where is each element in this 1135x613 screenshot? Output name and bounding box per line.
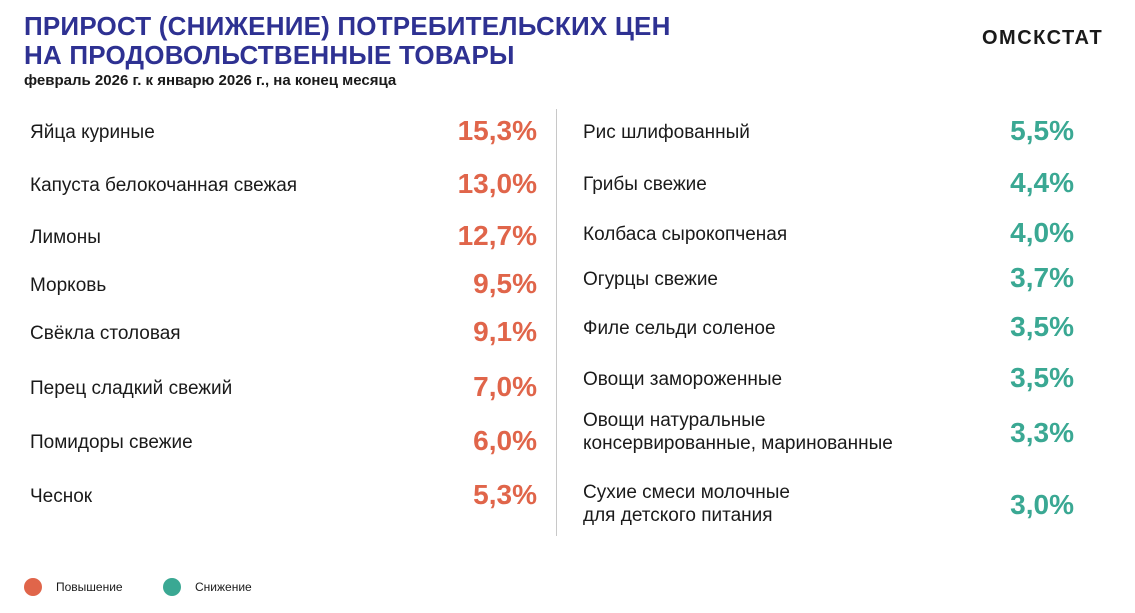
decrease-item-label: Овощи натуральные консервированные, марин… xyxy=(583,410,893,454)
legend-decrease: Снижение xyxy=(163,578,252,596)
increase-item-label: Свёкла столовая xyxy=(30,323,181,344)
increase-dot-icon xyxy=(24,578,42,596)
decrease-item-label: Сухие смеси молочные для детского питания xyxy=(583,482,790,526)
increase-item-value: 7,0% xyxy=(473,371,537,402)
title-line-1: ПРИРОСТ (СНИЖЕНИЕ) ПОТРЕБИТЕЛЬСКИХ ЦЕН xyxy=(24,11,671,41)
title-line-2: НА ПРОДОВОЛЬСТВЕННЫЕ ТОВАРЫ xyxy=(24,40,515,70)
increase-item-label: Помидоры свежие xyxy=(30,432,193,453)
increase-item-value: 15,3% xyxy=(457,115,537,146)
increase-item-label: Лимоны xyxy=(30,227,101,248)
page-subtitle: февраль 2026 г. к январю 2026 г., на кон… xyxy=(24,72,397,89)
increase-item-value: 9,1% xyxy=(473,316,537,347)
increase-item-label: Капуста белокочанная свежая xyxy=(30,175,298,196)
decrease-item-value: 4,0% xyxy=(1010,217,1074,248)
page-title: ПРИРОСТ (СНИЖЕНИЕ) ПОТРЕБИТЕЛЬСКИХ ЦЕН Н… xyxy=(24,12,671,70)
increase-item-label: Яйца куриные xyxy=(30,122,155,143)
column-divider xyxy=(556,109,557,536)
decrease-item-value: 4,4% xyxy=(1010,167,1074,198)
legend-decrease-label: Снижение xyxy=(195,580,252,594)
increase-item-value: 13,0% xyxy=(457,168,537,199)
decrease-item-value: 3,3% xyxy=(1010,417,1074,448)
decrease-item-label: Рис шлифованный xyxy=(583,122,750,143)
decrease-item-value: 3,0% xyxy=(1010,489,1074,520)
decrease-item-label: Овощи замороженные xyxy=(583,369,783,390)
increase-item-value: 9,5% xyxy=(473,268,537,299)
decrease-item-value: 3,7% xyxy=(1010,262,1074,293)
decrease-item-value: 3,5% xyxy=(1010,311,1074,342)
legend-increase-label: Повышение xyxy=(56,580,123,594)
decrease-item-label: Огурцы свежие xyxy=(583,269,719,290)
decrease-item-value: 5,5% xyxy=(1010,115,1074,146)
increase-item-label: Перец сладкий свежий xyxy=(30,378,233,399)
increase-item-value: 12,7% xyxy=(457,220,537,251)
decrease-item-label: Грибы свежие xyxy=(583,174,707,195)
brand-logo: ОМСКСТАТ xyxy=(982,27,1104,49)
increase-item-label: Чеснок xyxy=(30,486,93,507)
decrease-item-value: 3,5% xyxy=(1010,362,1074,393)
increase-item-label: Морковь xyxy=(30,275,107,296)
increase-item-value: 5,3% xyxy=(473,479,537,510)
increase-item-value: 6,0% xyxy=(473,425,537,456)
legend-increase: Повышение xyxy=(24,578,123,596)
decrease-dot-icon xyxy=(163,578,181,596)
decrease-item-label: Филе сельди соленое xyxy=(583,318,776,339)
decrease-item-label: Колбаса сырокопченая xyxy=(583,224,788,245)
